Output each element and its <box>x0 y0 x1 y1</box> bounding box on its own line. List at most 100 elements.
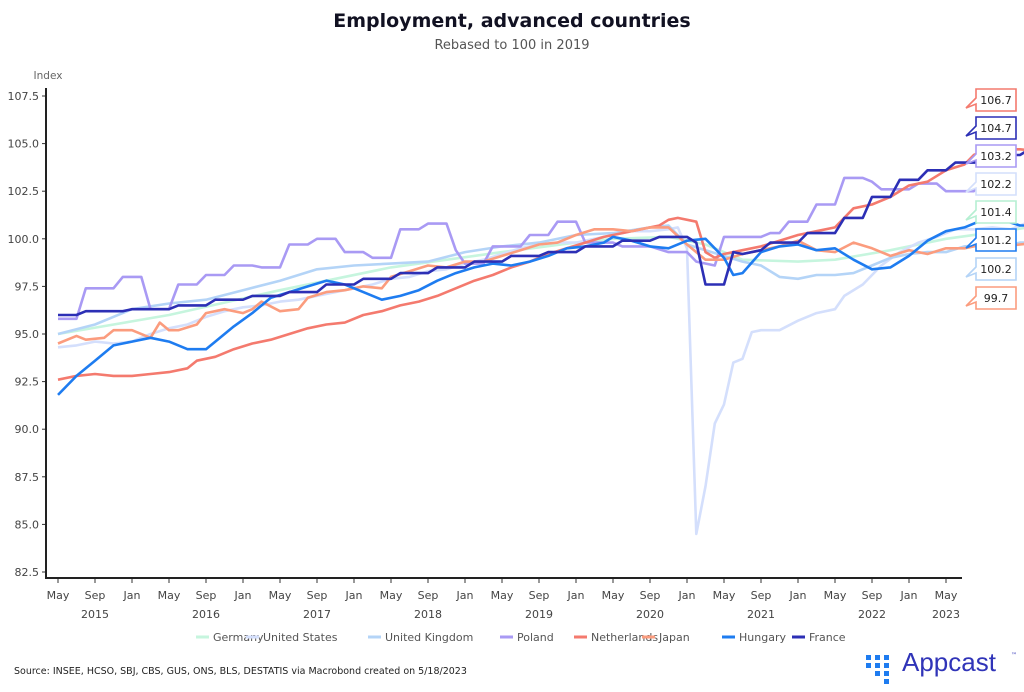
x-tick-label: Sep <box>751 589 772 602</box>
x-tick-label: Sep <box>196 589 217 602</box>
x-tick-label: May <box>380 589 403 602</box>
x-tick-label: May <box>47 589 70 602</box>
x-tick-label: Jan <box>567 589 585 602</box>
callout-value: 101.4 <box>980 206 1012 219</box>
value-callout: 106.7 <box>965 88 1017 112</box>
x-tick-label: Sep <box>418 589 439 602</box>
x-tick-label: May <box>269 589 292 602</box>
value-callout: 101.2 <box>965 228 1017 252</box>
x-tick-label: Sep <box>307 589 328 602</box>
y-axis-label: Index <box>34 70 63 82</box>
callout-value: 100.2 <box>980 263 1012 276</box>
x-tick-label: Jan <box>900 589 918 602</box>
x-tick-label: Sep <box>862 589 883 602</box>
x-year-label: 2021 <box>747 608 775 621</box>
y-axis-ticks: 82.5 85.0 87.5 90.0 92.5 95.0 97.5 100.0 102.5 10… <box>8 90 46 579</box>
y-tick-label: 90.0 <box>15 423 40 436</box>
x-tick-label: May <box>824 589 847 602</box>
legend-item: Germany <box>196 631 264 644</box>
appcast-logo: Appcast ™ <box>866 647 1024 684</box>
legend-label: Hungary <box>739 631 786 644</box>
x-tick-label: Sep <box>85 589 106 602</box>
legend-item: France <box>792 631 846 644</box>
source-note: Source: INSEE, HCSO, SBJ, CBS, GUS, ONS,… <box>14 666 467 677</box>
x-tick-label: Sep <box>640 589 661 602</box>
series-line-japan <box>57 226 1024 345</box>
legend-label: United States <box>263 631 338 644</box>
x-year-label: 2019 <box>525 608 553 621</box>
x-year-label: 2020 <box>636 608 664 621</box>
x-year-label: 2016 <box>192 608 220 621</box>
chart-title: Employment, advanced countries <box>333 10 691 32</box>
y-tick-label: 82.5 <box>15 566 40 579</box>
legend-item: Netherlands <box>574 631 658 644</box>
x-year-label: 2018 <box>414 608 442 621</box>
x-tick-label: May <box>935 589 958 602</box>
legend-item: United Kingdom <box>368 631 473 644</box>
callout-value: 103.2 <box>980 150 1012 163</box>
x-tick-label: Sep <box>529 589 550 602</box>
x-year-label: 2017 <box>303 608 331 621</box>
value-callout: 99.7 <box>965 286 1017 310</box>
legend-item: Hungary <box>722 631 786 644</box>
logo-text: Appcast <box>902 647 996 677</box>
x-tick-label: May <box>602 589 625 602</box>
x-year-label: 2022 <box>858 608 886 621</box>
callout-box <box>965 116 1017 140</box>
legend-label: Germany <box>213 631 264 644</box>
series-line-france <box>58 151 1024 317</box>
logo-trademark: ™ <box>1011 652 1017 659</box>
y-tick-label: 92.5 <box>15 376 40 389</box>
legend-label: Japan <box>658 631 690 644</box>
callout-value: 106.7 <box>980 94 1012 107</box>
y-tick-label: 95.0 <box>15 328 40 341</box>
callout-value: 99.7 <box>984 292 1009 305</box>
y-tick-label: 87.5 <box>15 471 40 484</box>
y-tick-label: 102.5 <box>8 185 40 198</box>
series-line-poland <box>58 176 1011 321</box>
value-callout: 101.4 <box>965 200 1017 224</box>
x-year-label: 2023 <box>932 608 960 621</box>
legend-label: Poland <box>517 631 554 644</box>
callout-box <box>965 172 1017 196</box>
x-year-label: 2015 <box>81 608 109 621</box>
legend-label: Netherlands <box>591 631 658 644</box>
legend-item: United States <box>246 631 338 644</box>
value-callout: 100.2 <box>965 257 1017 281</box>
y-tick-label: 100.0 <box>8 233 40 246</box>
x-tick-label: May <box>158 589 181 602</box>
line-chart: Index 82.5 85.0 87.5 90.0 92.5 95.0 97.5 100.0 1… <box>8 70 1024 644</box>
callout-value: 104.7 <box>980 122 1012 135</box>
callout-box <box>965 88 1017 112</box>
legend-label: France <box>809 631 846 644</box>
legend-label: United Kingdom <box>385 631 473 644</box>
x-tick-label: May <box>713 589 736 602</box>
x-tick-label: Jan <box>234 589 252 602</box>
x-tick-label: Jan <box>123 589 141 602</box>
value-callouts: 106.7 104.7 103.2 102.2 101.4 101.2 100.2 99.7 <box>965 88 1017 310</box>
callout-value: 102.2 <box>980 178 1012 191</box>
series-line-hungary <box>57 218 1024 396</box>
logo-dots-icon <box>866 655 898 684</box>
y-tick-label: 107.5 <box>8 90 40 103</box>
value-callout: 104.7 <box>965 116 1017 140</box>
y-tick-label: 105.0 <box>8 138 40 151</box>
callout-box <box>965 228 1017 252</box>
callout-box <box>965 144 1017 168</box>
legend: Germany United States United Kingdom Poland… <box>196 631 846 644</box>
callout-box <box>965 257 1017 281</box>
x-tick-label: May <box>491 589 514 602</box>
x-tick-label: Jan <box>456 589 474 602</box>
y-tick-label: 85.0 <box>15 518 40 531</box>
x-axis-ticks: May Sep Jan May Sep Jan May Sep Jan May Sep Jan May S… <box>47 578 960 621</box>
callout-box <box>965 286 1017 310</box>
callout-box <box>965 200 1017 224</box>
legend-item: Japan <box>642 631 690 644</box>
x-tick-label: Jan <box>789 589 807 602</box>
legend-item: Poland <box>500 631 554 644</box>
x-tick-label: Jan <box>345 589 363 602</box>
value-callout: 103.2 <box>965 144 1017 168</box>
series-lines <box>57 146 1024 536</box>
x-tick-label: Jan <box>678 589 696 602</box>
callout-value: 101.2 <box>980 234 1012 247</box>
